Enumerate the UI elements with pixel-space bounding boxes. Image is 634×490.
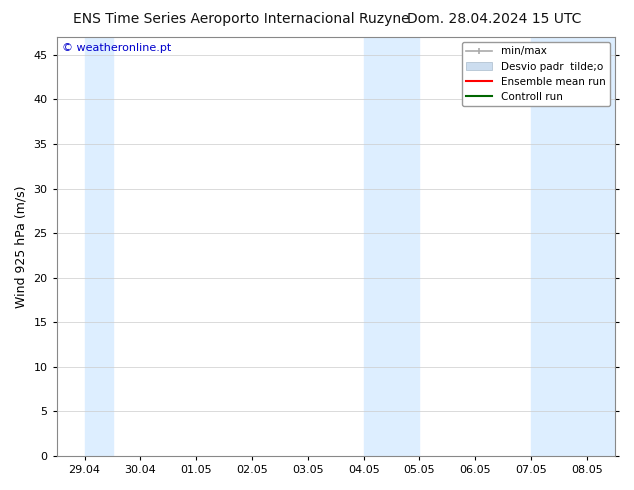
Text: © weatheronline.pt: © weatheronline.pt <box>62 43 172 53</box>
Bar <box>84 37 112 456</box>
Text: Dom. 28.04.2024 15 UTC: Dom. 28.04.2024 15 UTC <box>407 12 582 26</box>
Legend: min/max, Desvio padr  tilde;o, Ensemble mean run, Controll run: min/max, Desvio padr tilde;o, Ensemble m… <box>462 42 610 106</box>
Bar <box>531 37 615 456</box>
Text: ENS Time Series Aeroporto Internacional Ruzyne: ENS Time Series Aeroporto Internacional … <box>73 12 409 26</box>
Bar <box>364 37 420 456</box>
Y-axis label: Wind 925 hPa (m/s): Wind 925 hPa (m/s) <box>15 185 28 308</box>
